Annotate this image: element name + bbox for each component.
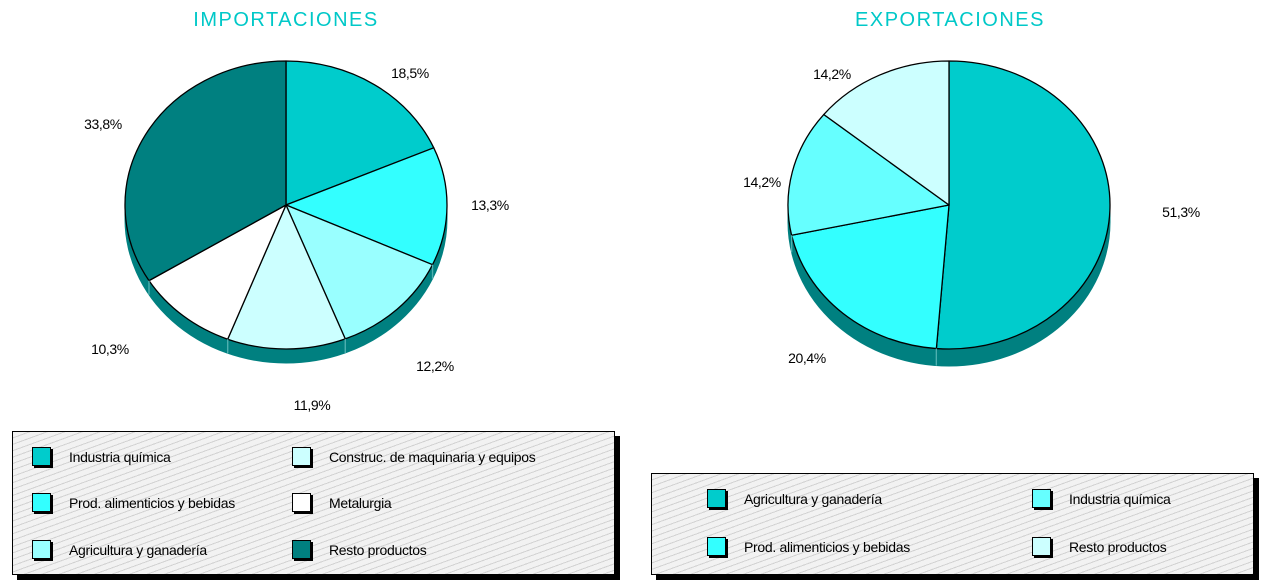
legend-item-construc-maquinaria: Construc. de maquinaria y equipos [292,447,536,466]
legend-label: Resto productos [1069,538,1167,555]
legend-label: Metalurgia [329,494,392,511]
legend-swatch [292,447,311,466]
legend-swatch [707,537,726,556]
pie-label-metalurgia: 10,3% [91,341,129,357]
legend-swatch [32,447,51,466]
legend-item-prod-alimenticios: Prod. alimenticios y bebidas [32,493,235,512]
legend-label: Agricultura y ganadería [69,541,207,558]
legend-item-prod-alimenticios: Prod. alimenticios y bebidas [707,537,910,556]
pie-slice-metalurgia [148,204,287,340]
pie-label-prod-alimenticios-y-bebidas: 13,3% [471,197,509,213]
legend-item-resto-productos: Resto productos [292,540,427,559]
pie-slice-construc-de-maquinaria-y-equipos [227,204,346,350]
pie-slice-industria-quimica [787,113,950,236]
pie-label-construc-de-maquinaria-y-equipos: 11,9% [294,397,331,413]
pie-slice-resto-productos [823,60,950,206]
legend-label: Prod. alimenticios y bebidas [744,538,910,555]
legend-swatch [1032,537,1051,556]
pie-label-agricultura-y-ganaderia: 12,2% [416,358,454,374]
legend-label: Prod. alimenticios y bebidas [69,494,235,511]
imports-title: IMPORTACIONES [193,9,379,31]
pie-label-agricultura-y-ganaderia: 51,3% [1162,204,1200,220]
pie-slice-agricultura-y-ganaderia [285,204,434,340]
exports-title: EXPORTACIONES [855,9,1045,31]
legend-item-resto-productos: Resto productos [1032,537,1167,556]
legend-swatch [32,493,51,512]
legend-item-industria-quimica: Industria química [1032,489,1171,508]
legend-swatch [292,493,311,512]
pie-slice-resto-productos [124,60,287,282]
imports-legend: Industria química Construc. de maquinari… [12,431,615,575]
pie-slice-prod-alimenticios-y-bebidas [790,204,950,350]
legend-label: Industria química [69,448,171,465]
pie-label-prod-alimenticios-y-bebidas: 20,4% [788,350,826,366]
pie-label-industria-quimica: 18,5% [391,65,429,81]
legend-label: Agricultura y ganadería [744,490,882,507]
legend-item-agricultura: Agricultura y ganadería [32,540,207,559]
pie-slice-agricultura-y-ganaderia [935,60,1111,350]
legend-swatch [707,489,726,508]
pie-label-industria-quimica: 14,2% [743,174,781,190]
pie-label-resto-productos: 33,8% [84,116,122,132]
pie-slice-industria-quimica [285,60,435,206]
legend-swatch [32,540,51,559]
exports-legend: Agricultura y ganadería Industria químic… [651,473,1254,575]
legend-label: Industria química [1069,490,1171,507]
legend-label: Construc. de maquinaria y equipos [329,448,536,465]
legend-swatch [292,540,311,559]
legend-swatch [1032,489,1051,508]
pie-label-resto-productos: 14,2% [813,66,851,82]
legend-item-agricultura: Agricultura y ganadería [707,489,882,508]
legend-label: Resto productos [329,541,427,558]
legend-item-metalurgia: Metalurgia [292,493,392,512]
pie-slice-prod-alimenticios-y-bebidas [285,147,448,266]
legend-item-industria-quimica: Industria química [32,447,171,466]
